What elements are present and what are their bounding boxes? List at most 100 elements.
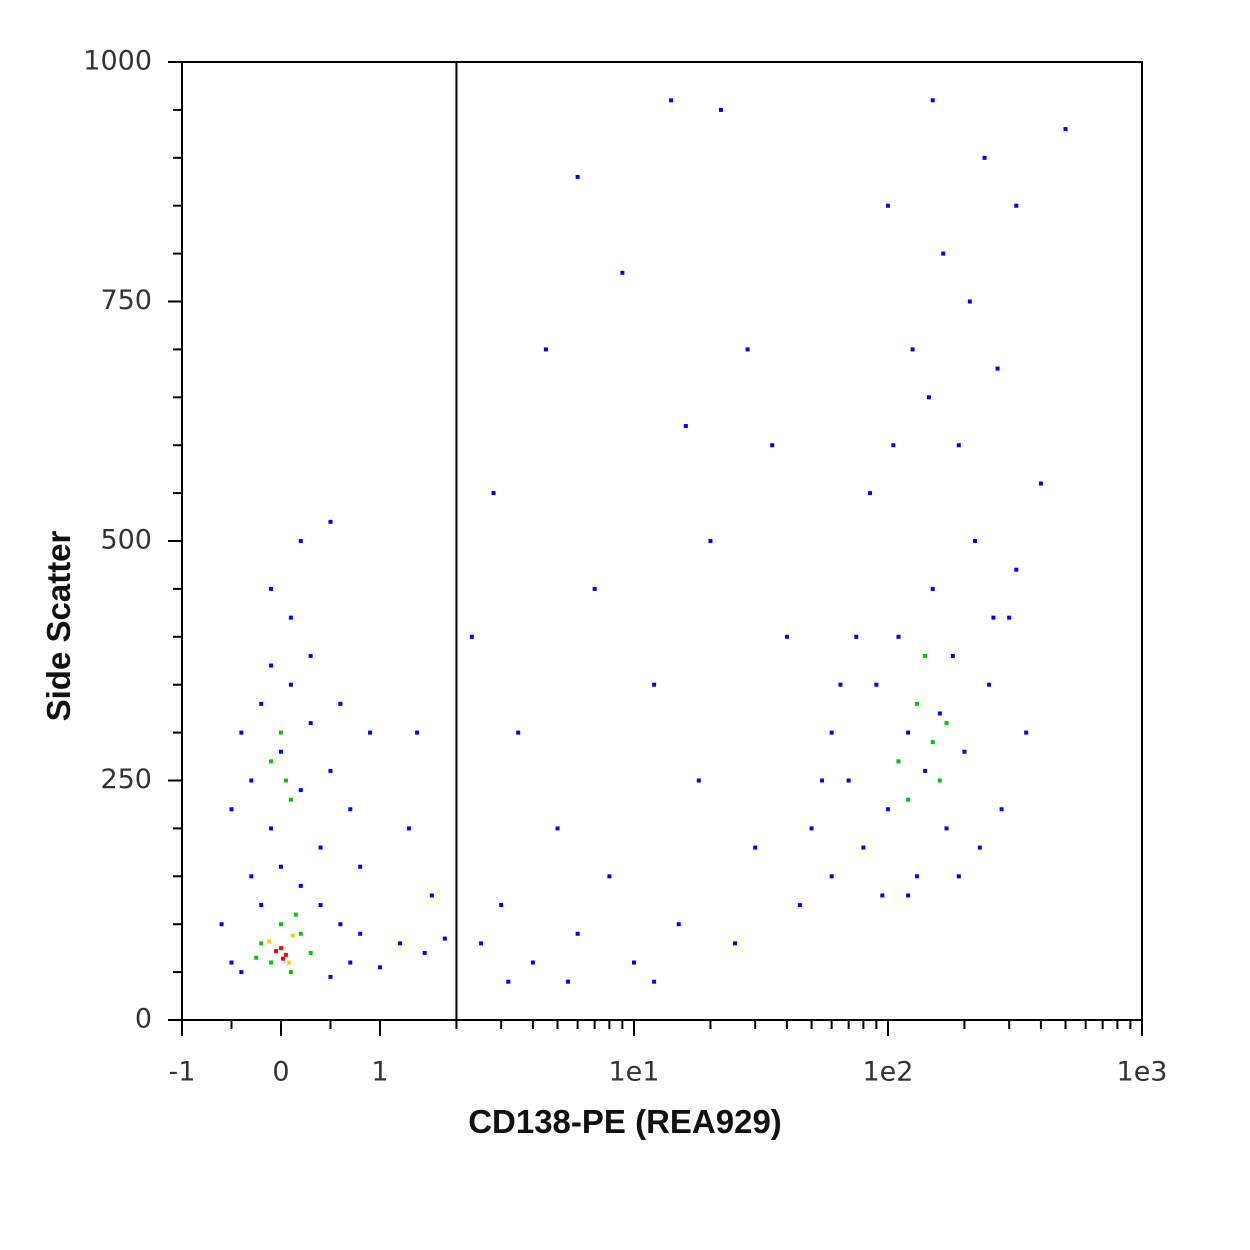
event-dot <box>906 730 911 735</box>
event-dot <box>530 960 535 965</box>
y-tick-label: 0 <box>135 1004 152 1035</box>
event-dot <box>254 955 259 960</box>
event-dot <box>987 682 992 687</box>
x-tick-label: 0 <box>272 1057 289 1088</box>
event-dot <box>967 299 972 304</box>
event-dot <box>820 778 825 783</box>
event-dot <box>442 936 447 941</box>
event-dot <box>429 893 434 898</box>
event-dot <box>991 615 996 620</box>
event-dot <box>906 893 911 898</box>
event-dot <box>950 653 955 658</box>
event-dot <box>278 864 283 869</box>
event-dot <box>914 874 919 879</box>
event-dot <box>718 107 723 112</box>
event-dot <box>745 347 750 352</box>
event-dot <box>259 941 264 946</box>
event-dot <box>328 768 333 773</box>
event-dot <box>318 903 323 908</box>
event-dot <box>293 912 298 917</box>
event-dot <box>229 807 234 812</box>
event-dot <box>923 768 928 773</box>
event-dot <box>298 788 303 793</box>
event-dot <box>358 864 363 869</box>
event-dot <box>880 893 885 898</box>
event-dot <box>308 653 313 658</box>
event-dot <box>1007 615 1012 620</box>
event-dot <box>499 903 504 908</box>
event-dot <box>896 634 901 639</box>
event-dot <box>249 778 254 783</box>
event-dot <box>328 519 333 524</box>
event-dot <box>972 539 977 543</box>
event-dot <box>229 960 234 965</box>
event-dot <box>288 615 293 620</box>
x-tick-label: -1 <box>169 1057 196 1088</box>
event-dot <box>937 711 942 716</box>
event-dot <box>328 974 333 979</box>
event-dot <box>956 874 961 879</box>
event-dot <box>930 98 935 103</box>
event-dot <box>308 950 313 955</box>
event-dot <box>377 965 382 970</box>
event-dot <box>592 586 597 591</box>
y-tick-label: 500 <box>100 525 152 556</box>
event-dot <box>298 539 303 543</box>
event-dot <box>249 874 254 879</box>
event-dot <box>318 845 323 850</box>
event-dot <box>1024 730 1029 735</box>
event-dot <box>269 826 274 831</box>
event-dot <box>278 749 283 754</box>
event-dot <box>868 491 873 496</box>
event-dot <box>338 701 343 706</box>
event-dot <box>298 883 303 888</box>
event-dot <box>479 941 484 946</box>
event-dot <box>982 155 987 160</box>
event-dot <box>406 826 411 831</box>
event-dot <box>288 797 293 802</box>
event-dot <box>652 682 657 687</box>
event-dot <box>267 939 272 944</box>
event-dot <box>269 960 274 965</box>
event-dot <box>941 251 946 256</box>
event-dot <box>923 653 928 658</box>
event-dot <box>543 347 548 352</box>
event-dot <box>708 539 713 543</box>
y-tick-label: 1000 <box>83 46 152 77</box>
event-dot <box>288 682 293 687</box>
event-dot <box>1063 127 1068 132</box>
event-dot <box>269 759 274 764</box>
event-dot <box>575 174 580 179</box>
event-dot <box>278 730 283 735</box>
event-dot <box>683 424 688 429</box>
event-dot <box>631 960 636 965</box>
event-dot <box>219 922 224 927</box>
y-axis-title: Side Scatter <box>40 530 77 721</box>
event-dot <box>278 946 283 951</box>
event-dot <box>930 586 935 591</box>
event-dot <box>298 931 303 936</box>
event-dot <box>259 701 264 706</box>
event-dot <box>348 807 353 812</box>
event-dot <box>555 826 560 831</box>
event-dot <box>652 979 657 984</box>
y-tick-label: 750 <box>100 285 152 316</box>
event-dot <box>1038 481 1043 486</box>
event-dot <box>838 682 843 687</box>
event-dot <box>415 730 420 735</box>
event-dot <box>491 491 496 496</box>
event-dot <box>278 922 283 927</box>
x-tick-label: 1e3 <box>1117 1057 1168 1088</box>
event-dot <box>861 845 866 850</box>
event-dot <box>797 903 802 908</box>
event-dot <box>239 730 244 735</box>
x-tick-label: 1e1 <box>609 1057 660 1088</box>
event-dot <box>239 970 244 975</box>
event-dot <box>944 721 949 726</box>
event-dot <box>338 922 343 927</box>
event-dot <box>784 634 789 639</box>
event-dot <box>896 759 901 764</box>
